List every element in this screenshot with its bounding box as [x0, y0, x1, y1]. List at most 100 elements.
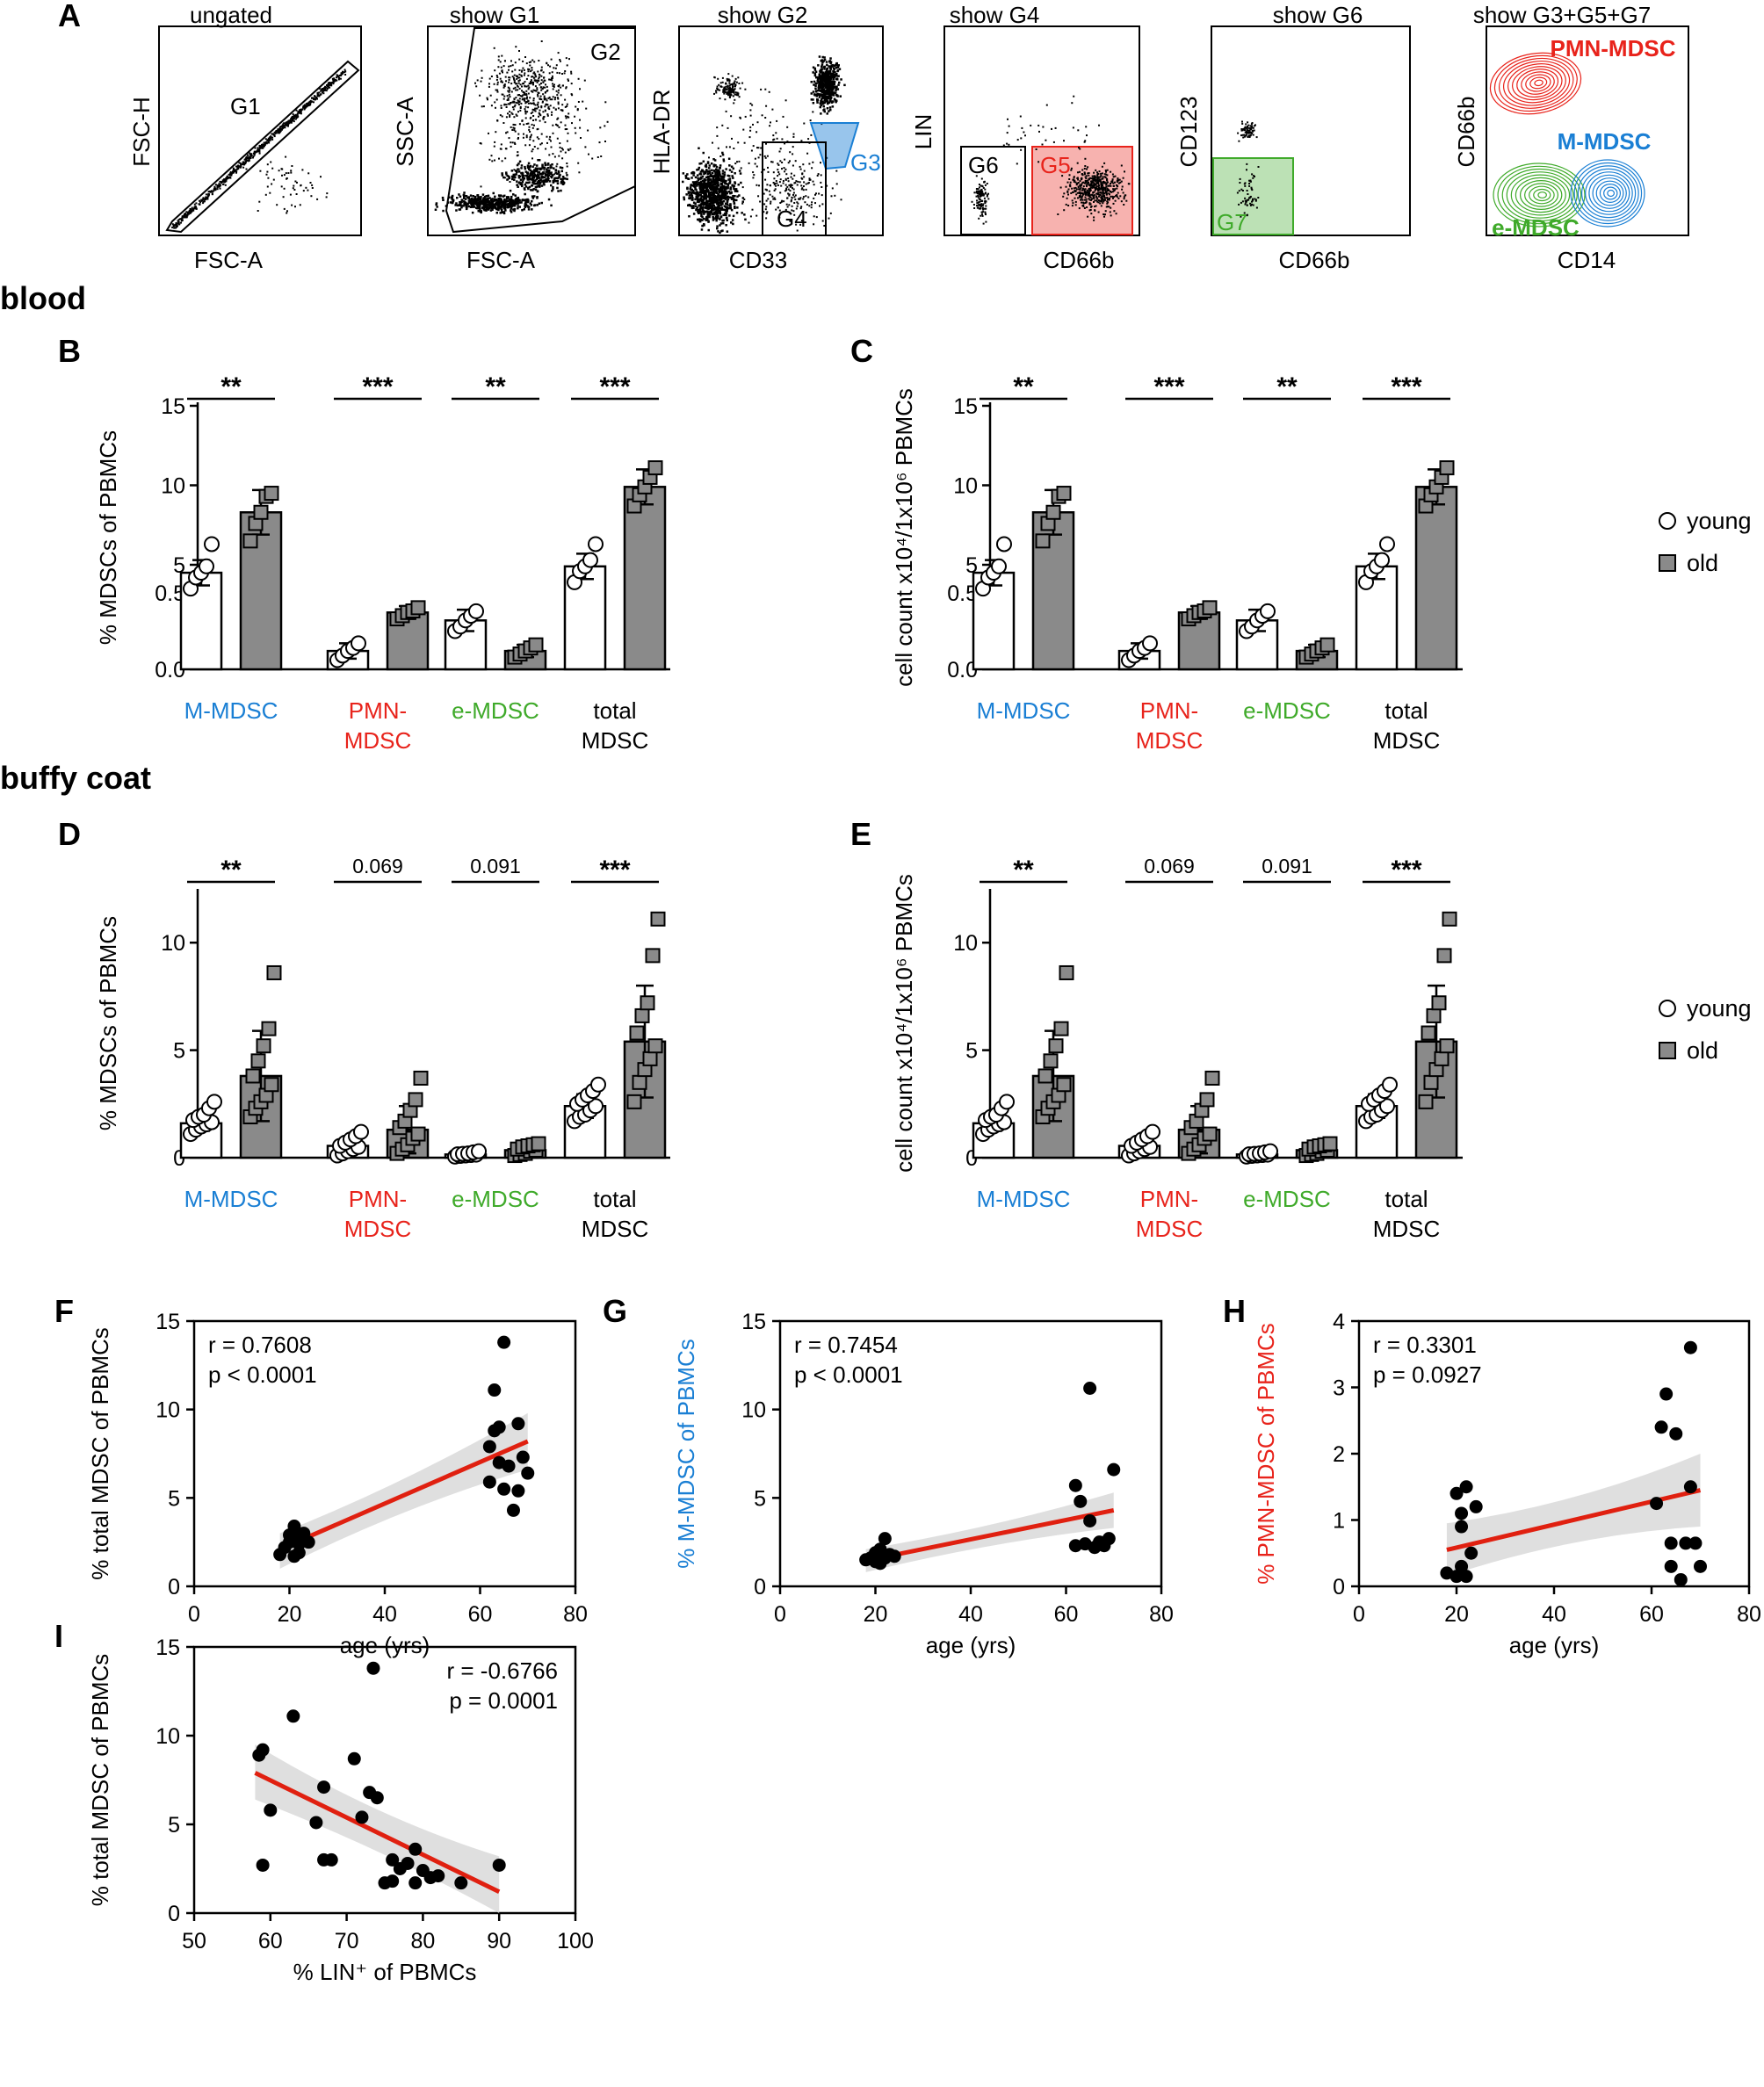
flow-dot [719, 175, 723, 177]
flow-dot [706, 210, 709, 213]
flow-dot [533, 146, 536, 148]
flow-dot [532, 99, 535, 102]
flow-dot [520, 164, 524, 167]
flow-dot [1101, 189, 1103, 191]
flow-dot [709, 186, 712, 190]
flow-dot [554, 97, 557, 99]
flow-dot [574, 126, 576, 129]
flow-dot [531, 148, 534, 150]
flow-dot [314, 97, 317, 99]
flow-dot [559, 60, 561, 62]
flow-dot [1090, 199, 1092, 201]
flow-dot [682, 180, 684, 184]
flow-dot [474, 203, 477, 206]
flow-dot [511, 129, 514, 131]
flow-dot [499, 61, 502, 63]
flow-dot [515, 97, 517, 99]
flow-dot [772, 182, 775, 184]
flow-dot [545, 148, 547, 150]
flow-dot [728, 204, 731, 206]
flow-dot [1102, 192, 1105, 195]
flow-dot [705, 205, 708, 207]
flow-dot [1106, 196, 1109, 199]
flow-dot [977, 188, 980, 191]
flow-dot [258, 152, 261, 155]
flow-dot [554, 171, 557, 174]
flow-dot [785, 187, 788, 190]
flow-dot [765, 212, 768, 214]
flow-dot [563, 72, 566, 75]
flow-dot [714, 196, 718, 199]
flow-dot [1251, 200, 1253, 203]
flow-dot [539, 83, 541, 86]
flow-dot [698, 207, 702, 210]
flow-dot [1068, 178, 1071, 180]
flow-dot [721, 151, 724, 155]
flow-dot [501, 54, 503, 57]
gate-label-g3: G3 [850, 149, 881, 176]
flow-dot [708, 170, 712, 172]
flow-dot [525, 90, 528, 92]
flow-dot [728, 214, 731, 217]
flow-dot [692, 213, 696, 215]
flow-dot [718, 210, 721, 213]
flow-dot [510, 209, 512, 212]
flow-dot [234, 170, 236, 172]
flow-dot [828, 90, 831, 94]
flow-dot [1100, 182, 1102, 184]
flow-dot [511, 101, 514, 104]
flow-dot [712, 192, 715, 196]
flow-dot [723, 86, 726, 89]
flow-dot [480, 203, 482, 206]
flow-dot [784, 168, 787, 170]
gating-frame-5 [1211, 25, 1411, 236]
flow-dot [784, 170, 786, 173]
flow-dot [533, 204, 536, 207]
flow-dot [734, 206, 736, 209]
flow-dot [728, 146, 731, 148]
flow-dot [274, 131, 277, 134]
flow-dot [812, 66, 815, 69]
flow-dot [734, 181, 736, 184]
flow-dot [501, 93, 503, 96]
flow-dot [713, 92, 715, 95]
flow-dot [810, 204, 813, 206]
flow-dot [701, 210, 705, 213]
flow-dot [245, 155, 248, 158]
flow-dot [523, 69, 525, 71]
flow-dot [1250, 123, 1253, 126]
flow-dot [1077, 182, 1080, 184]
flow-dot [1243, 212, 1246, 214]
flow-dot [1074, 186, 1077, 189]
flow-dot [1095, 197, 1098, 199]
flow-dot [569, 148, 572, 150]
flow-dot [1096, 171, 1098, 174]
flow-dot [543, 97, 546, 100]
flow-dot [474, 199, 477, 202]
flow-dot [772, 198, 775, 200]
flow-dot [310, 195, 313, 198]
flow-dot [796, 184, 799, 186]
flow-dot [715, 208, 719, 212]
flow-dot [771, 108, 774, 111]
flow-dot [810, 134, 813, 136]
flow-dot [821, 90, 824, 94]
flow-dot [1117, 182, 1120, 184]
flow-dot [733, 199, 735, 201]
flow-dot [810, 98, 813, 101]
flow-dot [571, 122, 573, 125]
flow-dot [536, 182, 539, 184]
flow-dot [240, 165, 242, 168]
flow-dot [502, 65, 505, 68]
flow-dot [1098, 184, 1100, 187]
flow-dot [546, 166, 550, 170]
flow-dot [536, 136, 539, 139]
flow-dot [1100, 186, 1102, 189]
flow-dot [526, 100, 529, 103]
flow-dot [790, 200, 792, 203]
flow-dot [719, 179, 723, 183]
flow-dot [236, 166, 239, 169]
flow-dot [835, 183, 838, 185]
flow-dot [534, 185, 538, 189]
flow-dot [797, 180, 799, 183]
